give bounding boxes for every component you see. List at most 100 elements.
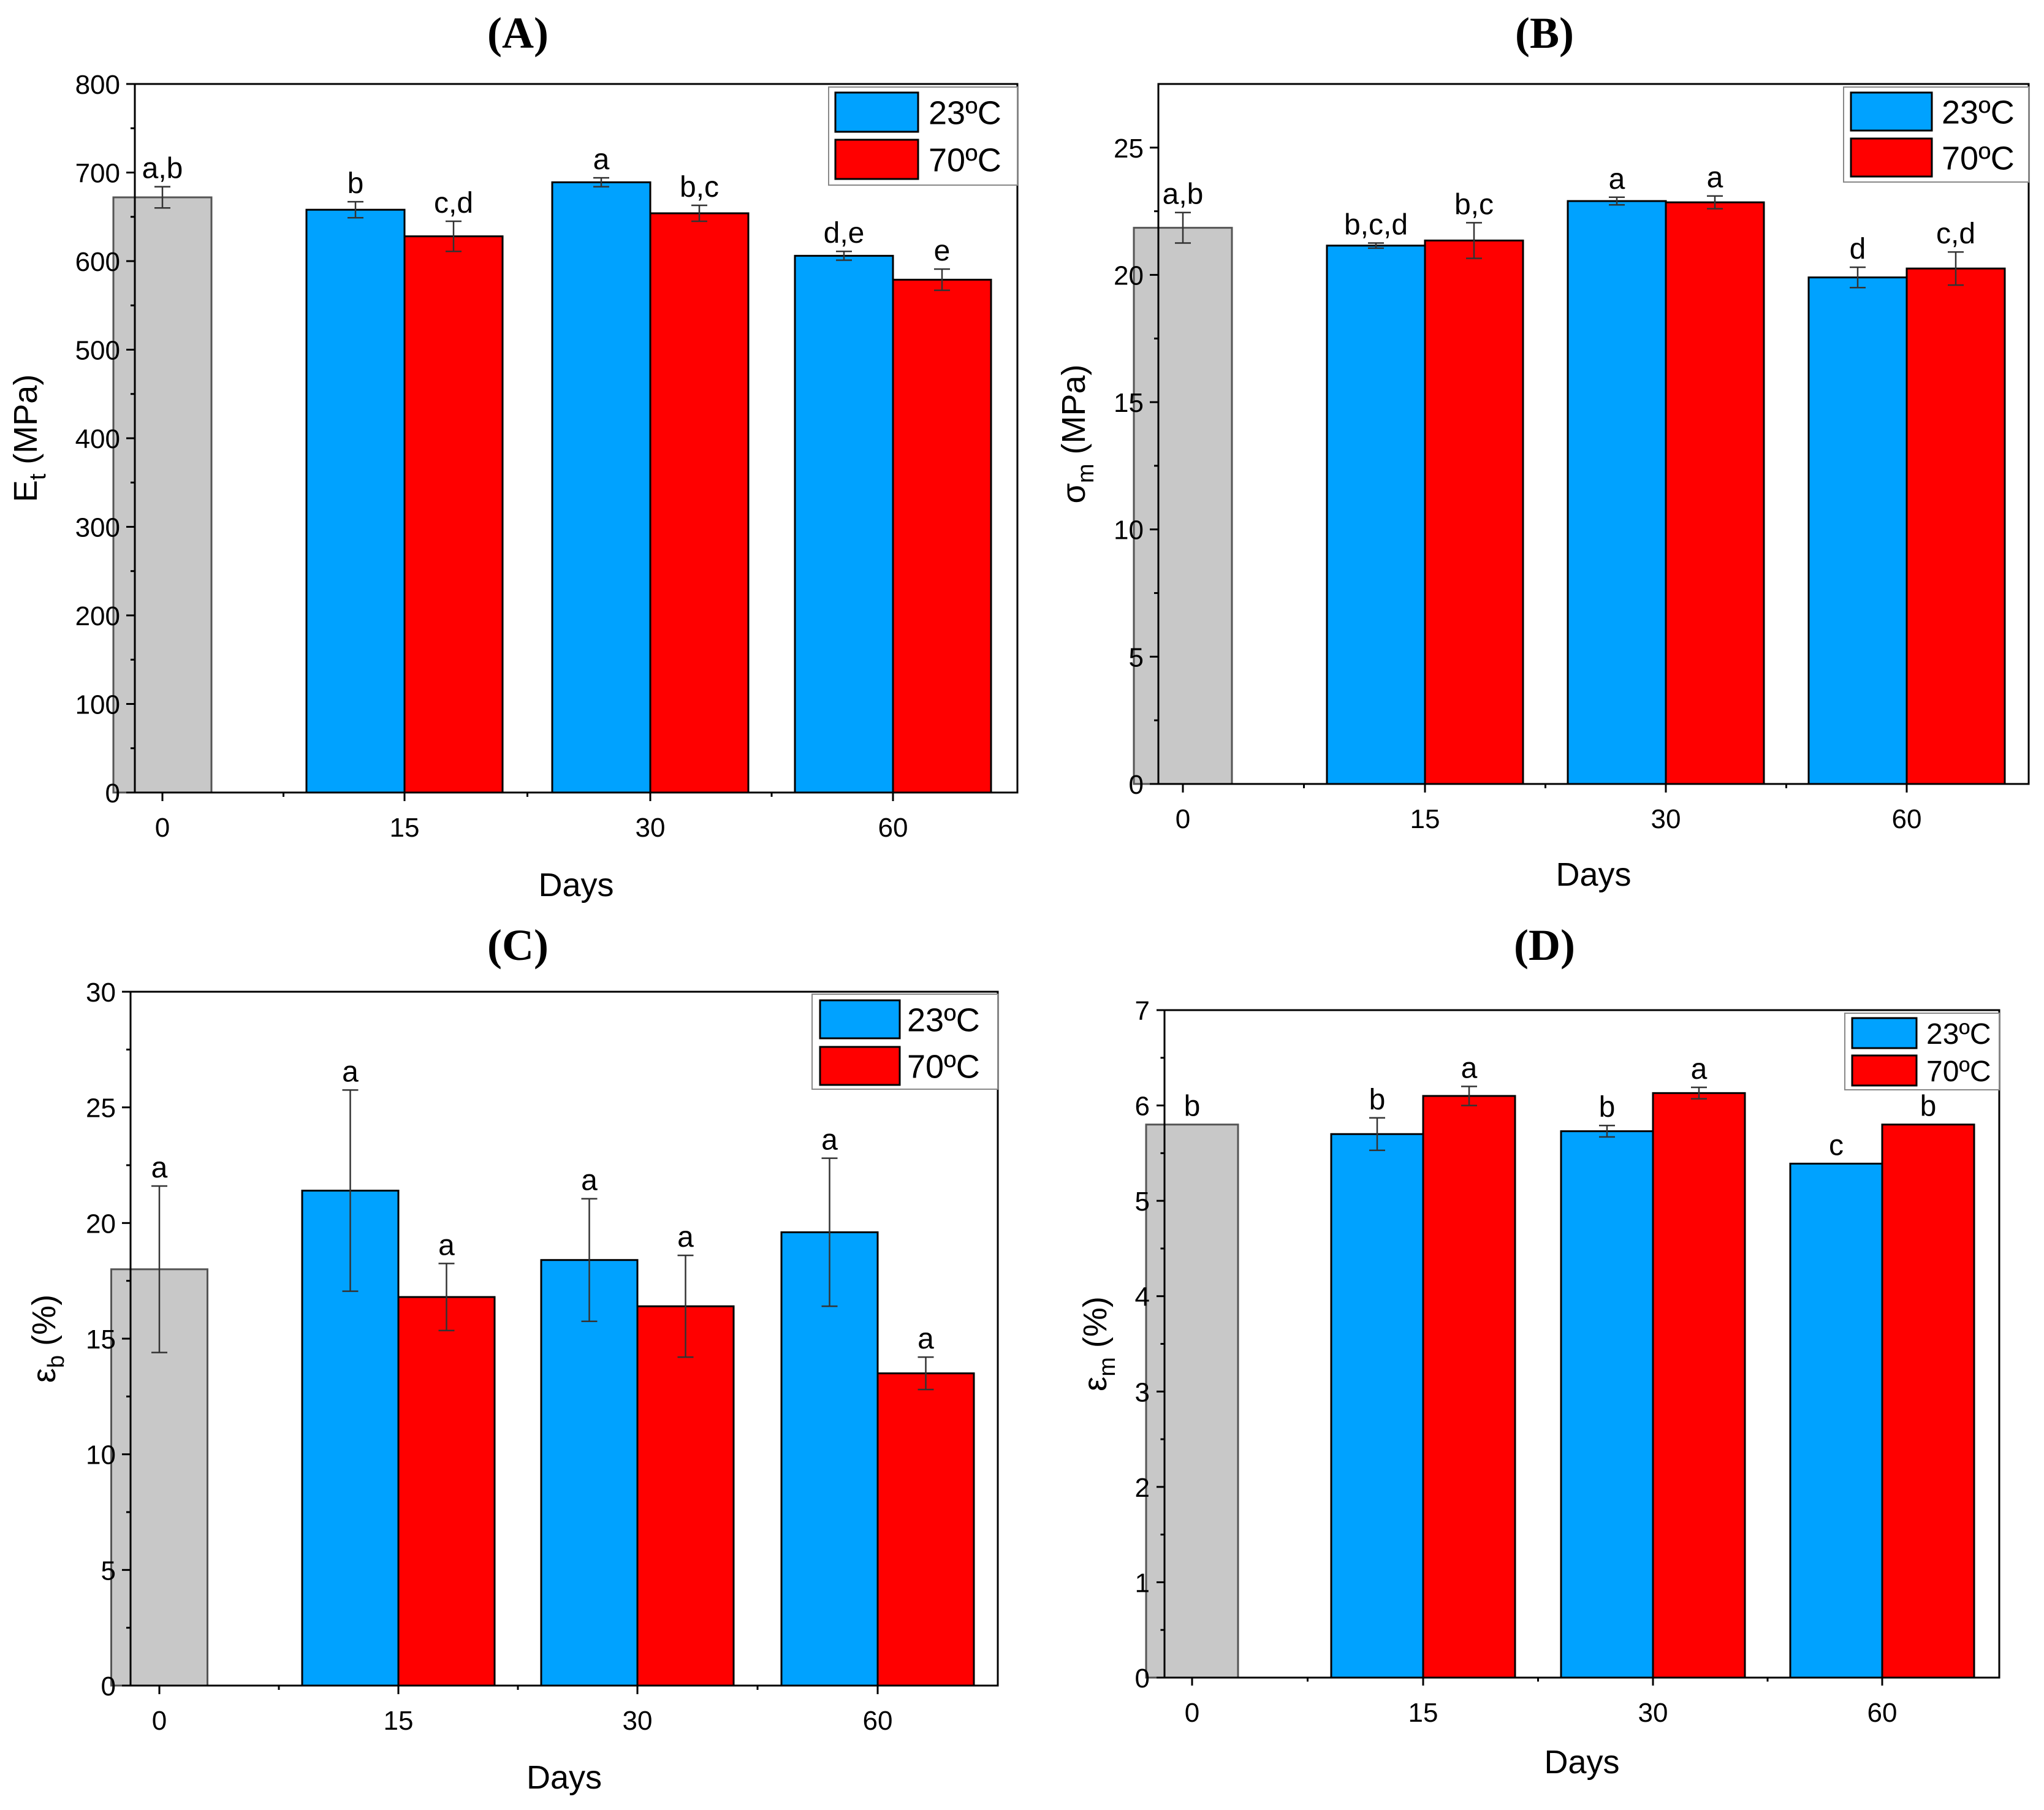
panel-title: (C): [487, 921, 549, 970]
bar-day30-23c-bar: [1567, 200, 1667, 785]
y-axis-label-subscript: b: [44, 1355, 69, 1368]
bar-day15-23c-bar: [305, 208, 406, 794]
legend-label-70c: 70ºC: [907, 1048, 980, 1085]
y-axis-label-unit: (MPa): [1055, 365, 1092, 464]
y-tick-label: 15: [86, 1325, 116, 1355]
bar-day60-70c-bar: [1881, 1124, 1975, 1679]
legend-swatch-70c: [1851, 1054, 1918, 1087]
bar-day30-70c-bar: [1652, 1092, 1746, 1679]
baseline-0-bar: [1145, 1124, 1239, 1679]
bar-day30-70c-bar: [649, 212, 750, 794]
y-tick-label: 7: [1135, 996, 1150, 1026]
panel-d: (D) b b a b a c b 0 1 2 3 4 5 6 7 0 15 30 60 Days εm (%) 23ºC 7…: [1077, 921, 2000, 1781]
legend-swatch-23c: [834, 91, 919, 133]
bar-day60-23c-bar: [1789, 1162, 1883, 1679]
y-axis-label: σm (MPa): [1055, 365, 1099, 504]
plot-frame: [1157, 83, 2030, 785]
bar-day30-70c-significance-label: a: [1691, 1053, 1708, 1086]
y-tick-label: 500: [75, 336, 120, 366]
baseline-0-significance-label: a,b: [1163, 178, 1204, 211]
baseline-0-bar: [112, 196, 213, 794]
bar-day60-23c-bar: [1807, 276, 1908, 785]
bar-day60-70c-bar: [1905, 267, 2006, 785]
y-axis-label-subscript: m: [1073, 464, 1099, 484]
y-tick-label: 600: [75, 247, 120, 277]
bar-day60-70c-significance-label: e: [934, 235, 951, 267]
x-tick-label: 0: [155, 813, 170, 843]
y-tick-label: 800: [75, 70, 120, 100]
y-tick-label: 10: [1114, 515, 1144, 546]
legend-label-23c: 23ºC: [1926, 1018, 1991, 1051]
y-axis-label: εm (%): [1077, 1296, 1120, 1391]
y-tick-label: 5: [1129, 642, 1144, 672]
y-axis-label-unit: (%): [26, 1295, 63, 1355]
bar-day15-70c-significance-label: a: [438, 1229, 455, 1261]
x-tick-label: 60: [1892, 804, 1922, 834]
x-tick-label: 15: [390, 813, 420, 843]
legend-swatch-23c: [1851, 1017, 1918, 1049]
bar-day60-23c-significance-label: a: [821, 1124, 838, 1157]
bar-day60-23c-significance-label: c: [1829, 1129, 1844, 1162]
y-axis-label-symbol: E: [7, 480, 44, 502]
bar-day60-70c-significance-label: c,d: [1936, 218, 1975, 250]
legend-swatch-70c: [819, 1046, 901, 1086]
y-tick-label: 10: [86, 1440, 116, 1470]
x-tick-label: 0: [1176, 804, 1190, 834]
y-tick-label: 15: [1114, 388, 1144, 418]
panel-a: (A)a,b bc,dab,cd,ee0100200300400500600700…: [7, 9, 1019, 903]
bar-day15-23c-significance-label: a: [342, 1055, 359, 1088]
y-tick-label: 0: [1135, 1664, 1150, 1694]
baseline-0-bar: [1133, 227, 1233, 785]
y-tick-label: 1: [1135, 1568, 1150, 1598]
bar-day60-23c-bar: [794, 254, 894, 794]
bar-day15-23c-bar: [1330, 1133, 1424, 1679]
y-axis-label-subscript: m: [1095, 1357, 1120, 1377]
bar-day30-23c-significance-label: b: [1599, 1091, 1616, 1124]
y-tick-label: 3: [1135, 1377, 1150, 1407]
bar-day15-23c-significance-label: b: [348, 167, 364, 200]
bar-day60-70c-significance-label: b: [1920, 1090, 1937, 1123]
y-axis-label-subscript: t: [25, 473, 51, 480]
bar-day30-23c-significance-label: a: [593, 143, 610, 176]
bar-day30-23c-significance-label: a: [581, 1165, 598, 1197]
y-tick-label: 20: [86, 1209, 116, 1239]
y-tick-label: 30: [86, 978, 116, 1008]
legend-swatch-23c: [1850, 91, 1933, 132]
y-tick-label: 400: [75, 424, 120, 454]
y-tick-label: 20: [1114, 260, 1144, 291]
x-tick-label: 0: [1185, 1698, 1199, 1728]
y-axis-label-unit: (MPa): [7, 375, 44, 474]
panel-title: (D): [1514, 921, 1575, 970]
y-tick-label: 25: [1114, 134, 1144, 164]
panel-b: (B) a,b b,c,d b,c a a d c,d 0 5 10 15 20 25 0 15 30 60 Day…: [1055, 9, 2030, 893]
y-tick-label: 100: [75, 690, 120, 720]
x-axis-label: Days: [538, 867, 614, 903]
legend-label-70c: 70ºC: [1942, 140, 2015, 177]
bar-day15-70c-bar: [1422, 1095, 1516, 1679]
bar-day15-23c-bar: [1326, 245, 1426, 785]
bar-day15-23c-significance-label: b,c,d: [1344, 209, 1408, 241]
x-tick-label: 15: [1408, 1698, 1438, 1728]
y-tick-label: 0: [105, 778, 120, 808]
legend-swatch-70c: [1850, 137, 1933, 178]
x-tick-label: 15: [384, 1706, 414, 1736]
x-tick-label: 30: [1651, 804, 1681, 834]
bar-day30-70c-significance-label: b,c: [680, 171, 719, 203]
y-tick-label: 6: [1135, 1092, 1150, 1122]
panel-title: (B): [1515, 9, 1574, 58]
bar-day30-70c-bar: [1665, 201, 1765, 785]
y-tick-label: 4: [1135, 1282, 1150, 1312]
bar-day30-70c-significance-label: a: [677, 1221, 694, 1253]
bar-day15-23c-significance-label: b: [1369, 1084, 1386, 1116]
legend-swatch-23c: [819, 999, 901, 1040]
x-tick-label: 30: [636, 813, 666, 843]
panel-title: (A): [487, 9, 549, 58]
y-axis-label: Et (MPa): [7, 375, 51, 503]
x-axis-label: Days: [1556, 856, 1631, 893]
x-tick-label: 60: [878, 813, 908, 843]
bar-day60-23c-significance-label: d,e: [824, 217, 865, 249]
x-tick-label: 60: [863, 1706, 893, 1736]
bar-day15-70c-bar: [1424, 239, 1524, 785]
bar-day15-70c-significance-label: a: [1461, 1052, 1478, 1084]
